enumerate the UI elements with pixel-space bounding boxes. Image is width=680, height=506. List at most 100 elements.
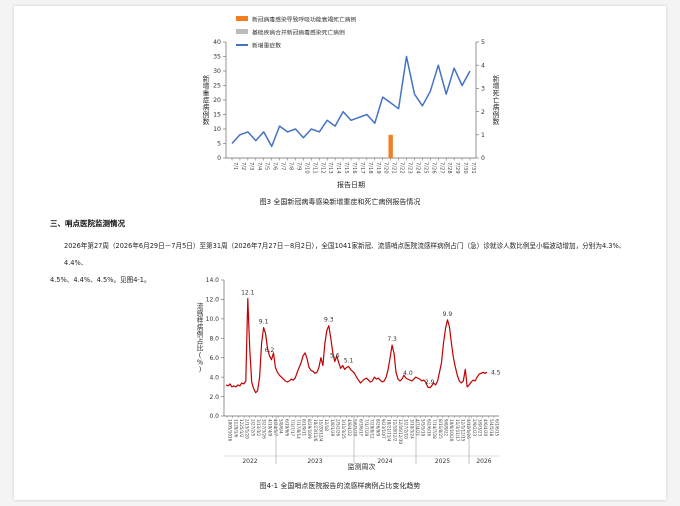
left-tick-label: 40 (213, 39, 221, 46)
y-tick-label: 10.0 (206, 316, 220, 323)
x-tick-label: 7/25 (422, 162, 428, 174)
week-tick-label: 2/5/2/26 (336, 419, 341, 437)
x-tick-label: 7/17 (359, 162, 365, 174)
x-tick-label: 7/12 (319, 162, 325, 174)
week-tick-label: 1/27/2/10 (404, 419, 409, 439)
y-axis-title: 流感样病例占比(%) (197, 302, 204, 374)
x-tick-label: 7/30 (462, 162, 468, 174)
right-tick-label: 3 (481, 86, 485, 93)
x-tick-label: 7/20 (383, 162, 389, 174)
week-tick-label: 4/24/5/7 (273, 419, 278, 437)
death-bar (388, 134, 393, 158)
x-tick-label: 7/6 (272, 162, 278, 170)
legend-label-1: 基础疾病合并新冠病毒感染死亡病例 (252, 29, 345, 37)
right-tick-label: 4 (481, 62, 485, 69)
y-tick-label: 8.0 (209, 335, 219, 342)
x-tick-label: 7/28 (446, 162, 452, 174)
y-tick-label: 0.0 (209, 413, 219, 420)
x-tick-label: 7/10 (303, 162, 309, 174)
week-tick-label: 11/18/12/2 (392, 419, 397, 442)
week-tick-label: 7/29/8/12 (370, 419, 375, 439)
week-tick-label: 7/1/7/29 (364, 419, 369, 437)
legend-label-2: 新增重症数 (252, 42, 281, 50)
week-tick-label: 6/1/6/15 (495, 419, 500, 437)
year-label: 2023 (307, 458, 322, 465)
week-tick-label: 2/13/1/20 (245, 419, 250, 439)
x-tick-label: 7/11 (311, 162, 317, 174)
week-tick-label: 1129/1/6 (233, 419, 238, 438)
legend-swatch-1 (236, 29, 248, 34)
week-tick-label: 3/27/3/26 (262, 419, 267, 439)
x-axis-title: 报告日期 (337, 180, 365, 189)
week-tick-label: 10/6/10/20 (449, 419, 454, 442)
y-tick-label: 2.0 (209, 394, 219, 401)
x-tick-label: 7/18 (367, 162, 373, 174)
week-tick-label: 12/18 (324, 419, 329, 431)
week-tick-label: 4/8/4/22 (347, 419, 352, 437)
left-tick-label: 5 (217, 141, 221, 148)
week-tick-label: 2/27/2/5 (250, 419, 255, 437)
left-tick-label: 15 (213, 112, 221, 119)
x-tick-label: 7/15 (343, 162, 349, 174)
week-tick-label: 4/7/4/21 (415, 419, 420, 437)
left-tick-label: 0 (217, 155, 221, 162)
year-label: 2026 (476, 458, 491, 465)
x-tick-label: 7/26 (430, 162, 436, 174)
right-tick-label: 0 (481, 155, 485, 162)
week-tick-label: 3/9/3/23 (478, 419, 483, 437)
week-tick-label: 2/9/2/23 (472, 419, 477, 437)
week-tick-label: 5/6/5/20 (353, 419, 358, 437)
week-tick-label: 3/13/3/2 (256, 419, 261, 437)
week-tick-label: 7/14/7/28 (432, 419, 437, 439)
peak-label: 2.9 (425, 379, 435, 386)
week-tick-label: 12/16/12/30 (398, 419, 403, 444)
right-tick-label: 2 (481, 109, 485, 116)
week-tick-label: 5/4/5/18 (489, 419, 494, 437)
x-tick-label: 7/9 (295, 162, 301, 170)
x-tick-label: 7/23 (407, 162, 413, 174)
x-tick-label: 7/2 (240, 162, 246, 170)
week-tick-label: 8/26/9/9 (375, 419, 380, 437)
week-tick-label: 1225/1/2 (239, 419, 244, 438)
week-tick-label: 4/10/4/9 (267, 419, 272, 437)
week-tick-label: 5/8/6/4 (279, 419, 284, 434)
peak-label: 12.1 (241, 289, 255, 296)
week-tick-label: 5/5/5/19 (421, 419, 426, 437)
left-axis-title: 新增重症病例数 (203, 74, 210, 126)
x-tick-label: 7/14 (335, 162, 341, 174)
y-tick-label: 6.0 (209, 355, 219, 362)
legend-label-0: 新冠病毒感染导致呼吸功能衰竭死亡病例 (252, 16, 357, 24)
right-axis-title: 新增死亡病例数 (493, 74, 500, 126)
week-tick-label: 10/23/11/6 (313, 419, 318, 442)
week-tick-label: 12/1/12/15 (461, 419, 466, 442)
figure3-caption: 图3 全国新冠病毒感染新增重症和死亡病例报告情况 (259, 198, 421, 206)
peak-label: 4.0 (403, 370, 413, 377)
week-tick-label: 9/23/10/7 (381, 419, 386, 439)
week-tick-label: 9/8/9/22 (443, 419, 448, 437)
week-tick-label: 11/3/11/17 (455, 419, 460, 442)
x-axis-title: 监测周次 (348, 462, 376, 471)
left-tick-label: 10 (213, 126, 221, 133)
y-tick-label: 12.0 (206, 297, 220, 304)
figure3-chart: 新冠病毒感染导致呼吸功能衰竭死亡病例基础疾病合并新冠病毒感染死亡病例新增重症数 … (203, 16, 500, 190)
year-label: 2025 (435, 458, 450, 465)
figure4-chart: 0.0 2.0 4.0 6.0 8.0 10.0 12.0 14.0 流感样病例占比(%) 100… (197, 277, 501, 471)
week-tick-label: 1/12/1/26 (466, 419, 471, 439)
week-tick-label: 1005/1016 (228, 419, 233, 442)
left-tick-label: 30 (213, 68, 221, 75)
x-tick-label: 7/5 (264, 162, 270, 170)
peak-label: 9.1 (259, 319, 269, 326)
week-tick-label: 8/1/9/11 (301, 419, 306, 437)
peak-label: 7.3 (387, 336, 397, 343)
right-tick-label: 1 (481, 132, 485, 139)
week-tick-label: 8/11/8/25 (438, 419, 443, 439)
figure4-marks: 12.1 9.1 6.2 9.3 5.6 5.1 7.3 4.0 2.9 9.9 4.5 (225, 289, 501, 394)
figure4-caption: 图4-1 全国哨点医院报告的流感样病例占比变化趋势 (259, 482, 421, 490)
week-tick-label: 11/20/12/4 (318, 419, 323, 442)
week-tick-label: 10/21/11/4 (387, 419, 392, 442)
week-tick-label: 7/3/7/17 (290, 419, 295, 437)
week-tick-label: 6/19/6/6 (284, 419, 289, 437)
year-label: 2024 (377, 458, 392, 465)
left-tick-label: 25 (213, 83, 221, 90)
x-tick-label: 7/31 (470, 162, 476, 174)
